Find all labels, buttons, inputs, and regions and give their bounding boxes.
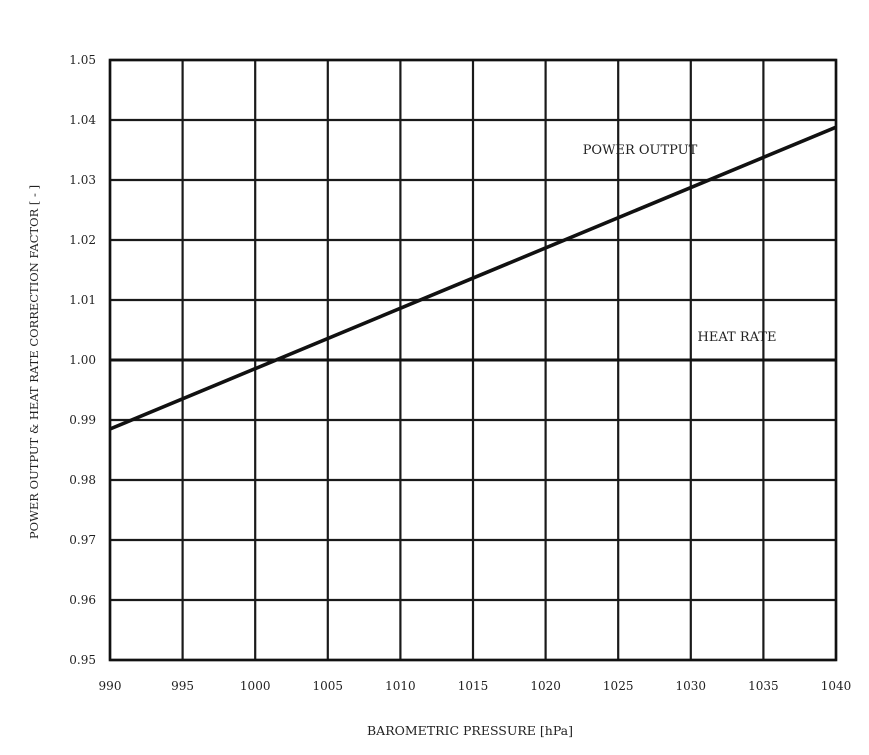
y-tick-label-5: 1.00 bbox=[69, 353, 96, 367]
x-axis-label: BAROMETRIC PRESSURE [hPa] bbox=[367, 723, 573, 738]
y-tick-label-1: 0.96 bbox=[69, 593, 96, 607]
y-tick-label-0: 0.95 bbox=[69, 653, 96, 667]
x-tick-label-10: 1040 bbox=[821, 679, 852, 693]
tick-labels: 990 995 1000 1005 1010 1015 1020 1025 1030 1035 10… bbox=[69, 53, 851, 693]
x-tick-label-2: 1000 bbox=[240, 679, 271, 693]
annotation-heat-rate: HEAT RATE bbox=[698, 330, 777, 345]
x-tick-label-8: 1030 bbox=[676, 679, 707, 693]
x-tick-label-3: 1005 bbox=[313, 679, 344, 693]
plot-border bbox=[108, 58, 838, 662]
y-tick-label-3: 0.98 bbox=[69, 473, 96, 487]
y-tick-label-2: 0.97 bbox=[69, 533, 96, 547]
y-tick-label-6: 1.01 bbox=[69, 293, 96, 307]
series-layer bbox=[109, 125, 837, 431]
x-tick-label-6: 1020 bbox=[530, 679, 561, 693]
y-tick-label-10: 1.05 bbox=[69, 53, 96, 67]
x-tick-label-7: 1025 bbox=[603, 679, 634, 693]
plot-frame bbox=[108, 58, 838, 662]
annotation-power-output: POWER OUTPUT bbox=[583, 143, 698, 158]
y-tick-label-4: 0.99 bbox=[69, 413, 96, 427]
x-tick-label-5: 1015 bbox=[458, 679, 489, 693]
y-tick-label-7: 1.02 bbox=[69, 233, 96, 247]
x-tick-label-4: 1010 bbox=[385, 679, 416, 693]
series-line-power-output bbox=[109, 125, 837, 431]
y-axis-label: POWER OUTPUT & HEAT RATE CORRECTION FACT… bbox=[27, 185, 41, 539]
x-tick-label-0: 990 bbox=[99, 679, 122, 693]
y-tick-label-8: 1.03 bbox=[69, 173, 96, 187]
y-tick-label-9: 1.04 bbox=[69, 113, 96, 127]
x-tick-label-1: 995 bbox=[171, 679, 194, 693]
x-tick-label-9: 1035 bbox=[748, 679, 779, 693]
